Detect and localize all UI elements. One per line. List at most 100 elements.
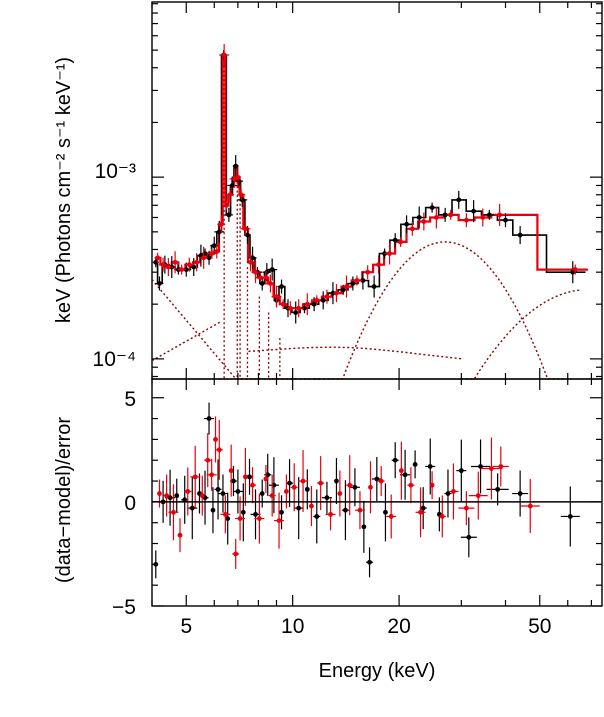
data-point-red (497, 212, 503, 218)
data-point-red (387, 251, 392, 256)
data-point-black (183, 267, 189, 272)
residual-points (153, 402, 580, 579)
data-point-red (257, 275, 263, 281)
data-point-red (376, 262, 381, 268)
data-point-black (293, 310, 299, 315)
data-point-red (235, 174, 241, 180)
residual-point-black (402, 472, 408, 478)
residual-point-red (284, 489, 289, 494)
residual-point-black (458, 468, 464, 474)
residual-point-red (388, 514, 394, 519)
residual-point-black (478, 464, 483, 469)
data-point-black (429, 205, 435, 210)
residual-point-red (300, 478, 306, 484)
rising-component (151, 320, 222, 362)
residual-point-red (233, 551, 239, 557)
residual-point-red (368, 484, 373, 490)
residual-point-red (157, 491, 162, 496)
data-point-red (280, 301, 286, 307)
residual-point-black (189, 505, 195, 511)
data-point-red (433, 215, 439, 220)
residual-point-red (357, 507, 363, 513)
model-curves (151, 56, 581, 380)
data-point-red (179, 267, 184, 272)
residual-point-black (361, 524, 367, 530)
residual-point-black (174, 493, 180, 499)
data-point-red (218, 221, 224, 227)
residual-point-red (216, 447, 222, 453)
residual-point-red (199, 493, 205, 499)
residual-point-red (213, 436, 218, 442)
residual-point-black (206, 416, 212, 421)
residual-point-black (517, 491, 523, 496)
data-point-black (517, 232, 523, 238)
residual-point-red (192, 474, 198, 480)
residual-point-red (177, 532, 183, 538)
residual-point-red (228, 468, 234, 474)
data-point-red (214, 249, 220, 254)
residual-point-black (235, 489, 241, 494)
residual-point-black (420, 505, 426, 511)
data-point-red (463, 217, 469, 223)
residual-point-black (343, 507, 348, 513)
data-point-red (165, 264, 171, 270)
data-point-black (245, 232, 250, 238)
residual-point-black (427, 464, 433, 469)
data-point-black (226, 212, 232, 218)
data-point-red (409, 226, 415, 232)
data-point-red (224, 202, 229, 208)
top-ytick-label-1e-3: 10⁻³ (95, 160, 136, 183)
data-point-black (311, 301, 317, 307)
residual-point-red (205, 457, 211, 463)
residual-point-black (220, 491, 226, 496)
data-point-black (206, 255, 212, 261)
residual-point-red (475, 493, 481, 499)
residual-point-red (463, 505, 469, 511)
residual-point-red (489, 466, 494, 471)
data-point-black (486, 212, 492, 218)
residual-point-black (392, 457, 398, 463)
data-point-black (239, 197, 245, 203)
data-point-black (350, 281, 356, 286)
data-point-black (471, 208, 477, 214)
data-point-red (248, 259, 253, 265)
residual-point-red (418, 509, 423, 515)
residual-point-red (378, 478, 384, 484)
residual-point-black (265, 472, 271, 478)
bottom-ytick-label-5: 5 (124, 388, 136, 411)
data-point-red (304, 301, 310, 307)
data-point-red (274, 294, 279, 300)
residual-point-red (250, 482, 255, 488)
residual-point-black (367, 559, 372, 565)
residual-point-red (276, 518, 282, 524)
residual-point-black (466, 534, 472, 540)
residual-point-black (374, 476, 380, 482)
data-point-black (229, 183, 235, 188)
data-point-black (216, 229, 222, 235)
residual-point-red (256, 516, 262, 521)
residual-point-red (171, 509, 176, 515)
data-point-black (153, 259, 159, 265)
data-point-red (155, 255, 161, 261)
residual-point-black (225, 516, 231, 521)
residual-point-red (291, 484, 297, 490)
xtick-label-10: 10 (281, 615, 304, 638)
data-point-red (344, 284, 349, 289)
data-point-black (442, 212, 448, 218)
residual-point-black (314, 514, 320, 519)
residual-point-red (318, 480, 324, 486)
residual-point-red (439, 514, 445, 519)
data-point-red (398, 239, 404, 245)
data-point-red (448, 212, 454, 218)
data-point-black (416, 215, 422, 220)
data-point-red (287, 305, 293, 311)
residual-point-black (287, 480, 292, 486)
data-point-red (243, 226, 248, 232)
data-point-red (572, 267, 578, 272)
data-point-black (456, 197, 462, 203)
data-point-black (233, 163, 239, 169)
data-point-red (480, 215, 486, 220)
data-point-black (503, 217, 508, 223)
residual-point-black (445, 491, 451, 496)
bottom-axis-ticks (151, 379, 602, 607)
